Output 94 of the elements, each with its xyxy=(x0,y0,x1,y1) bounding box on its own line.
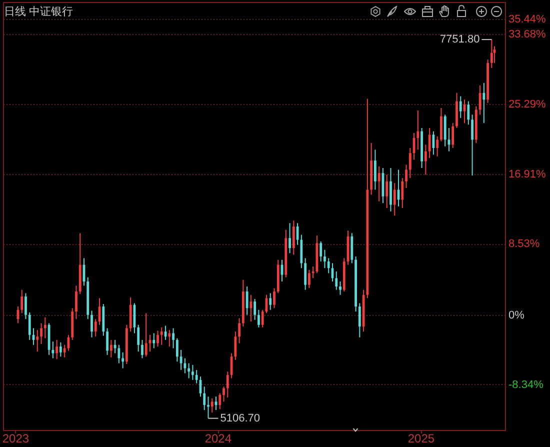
candlestick xyxy=(203,386,206,410)
candlestick xyxy=(482,82,486,124)
candlestick xyxy=(471,114,474,176)
candlestick xyxy=(428,127,431,159)
candlestick xyxy=(393,182,396,216)
candlestick xyxy=(424,144,427,176)
candlestick xyxy=(192,364,194,380)
candlestick xyxy=(273,288,276,309)
candlestick xyxy=(24,292,27,320)
candlestick xyxy=(324,249,326,269)
candlestick xyxy=(118,344,120,364)
candlestick xyxy=(63,344,66,358)
candlestick xyxy=(490,39,493,68)
x-tick-label: 2024 xyxy=(204,432,232,446)
candlestick xyxy=(250,294,252,322)
candlestick xyxy=(452,122,454,149)
candlestick xyxy=(176,338,178,362)
candlestick xyxy=(44,316,46,339)
candlestick xyxy=(292,220,295,256)
candlestick xyxy=(90,310,93,338)
candlestick xyxy=(405,164,408,189)
candlestick xyxy=(374,149,376,190)
y-tick-label: -8.34% xyxy=(508,378,544,391)
candlestick xyxy=(137,324,140,352)
candlestick xyxy=(144,312,148,358)
candlestick xyxy=(184,358,186,374)
y-tick-label: 8.53% xyxy=(508,238,540,250)
candlestick xyxy=(52,341,54,359)
candlestick xyxy=(160,326,163,346)
candlestick xyxy=(188,362,190,379)
x-tick-label: 2025 xyxy=(408,432,435,446)
annotation: 7751.80 xyxy=(440,34,480,46)
candlestick xyxy=(335,270,338,290)
candlestick xyxy=(261,309,264,328)
candlestick xyxy=(238,318,240,344)
y-tick-label: 25.29% xyxy=(508,98,546,110)
candlestick xyxy=(358,302,361,338)
candlestick xyxy=(168,329,171,348)
candlestick xyxy=(180,349,182,370)
candlestick xyxy=(269,292,272,310)
candlestick xyxy=(36,329,39,352)
candlestick xyxy=(444,114,446,147)
candlestick xyxy=(432,130,435,156)
candlestick xyxy=(106,328,108,356)
candlestick xyxy=(56,339,58,360)
candlestick xyxy=(129,296,132,332)
candlestick xyxy=(408,148,412,179)
y-tick-label: 35.44% xyxy=(508,14,546,26)
candlestick xyxy=(254,298,256,320)
candlestick xyxy=(218,392,222,410)
candlestick xyxy=(320,240,322,262)
candlestick xyxy=(222,386,225,402)
annotation: 5106.70 xyxy=(220,412,260,424)
candlestick xyxy=(416,110,420,150)
candlestick xyxy=(75,285,78,320)
y-tick-label: 0% xyxy=(508,309,525,322)
candlestick xyxy=(207,396,210,419)
candlestick xyxy=(390,168,392,212)
candlestick xyxy=(110,339,112,358)
candlestick xyxy=(440,107,442,142)
candlestick xyxy=(350,232,354,264)
candlestick xyxy=(141,339,144,359)
y-tick-label: 33.68% xyxy=(508,28,546,40)
candlestick xyxy=(234,331,237,360)
candlestick xyxy=(401,178,404,209)
candlestick xyxy=(378,166,380,202)
candlestick xyxy=(339,280,342,296)
candlestick xyxy=(59,342,62,358)
candlestick xyxy=(304,258,307,290)
candlestick xyxy=(246,286,248,316)
candlestick xyxy=(94,318,97,338)
candlestick xyxy=(288,222,291,254)
candlestick xyxy=(195,369,198,384)
x-tick-label: 2023 xyxy=(2,432,30,446)
candlestick xyxy=(327,258,330,274)
candlestick xyxy=(122,352,124,369)
candlestick xyxy=(308,269,310,289)
candlestick xyxy=(156,330,159,348)
candlestick xyxy=(210,398,214,413)
candlestick xyxy=(312,266,314,279)
y-tick-label: 16.91% xyxy=(508,168,546,180)
candlestick xyxy=(226,371,229,398)
candlestick xyxy=(20,289,24,314)
candlestick xyxy=(386,174,388,209)
candlestick xyxy=(40,322,42,345)
candlestick xyxy=(152,332,156,349)
candlestick xyxy=(467,100,470,126)
candlestick xyxy=(172,328,174,349)
chart-title: 日线 中证银行 xyxy=(4,5,74,18)
candlestick xyxy=(28,312,31,340)
candlestick xyxy=(459,96,462,118)
candlestick xyxy=(258,309,260,328)
candlestick xyxy=(300,234,303,269)
candlestick xyxy=(436,136,439,157)
